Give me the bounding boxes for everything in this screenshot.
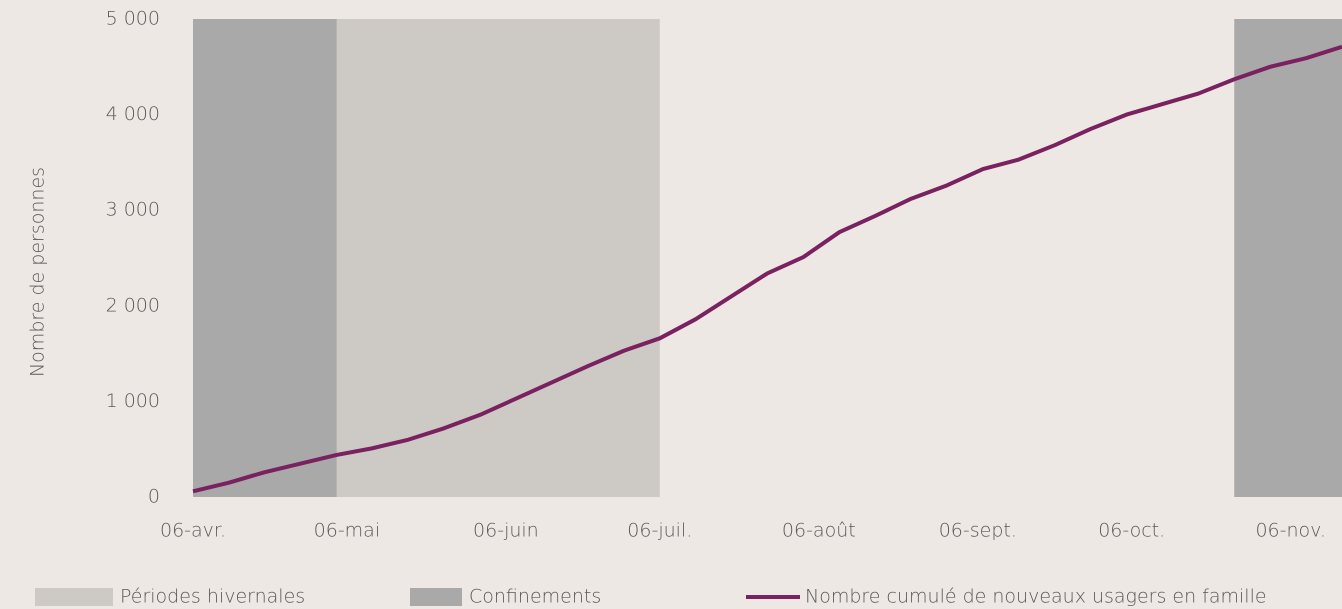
legend-label: Périodes hivernales: [120, 586, 305, 608]
data-line: [192, 44, 1342, 494]
x-tick-label: 06-août: [782, 520, 856, 542]
y-tick-label: 5 000: [106, 8, 160, 30]
x-tick-label: 06-sept.: [939, 520, 1017, 542]
y-tick-label: 0: [148, 486, 160, 508]
y-tick-label: 3 000: [106, 199, 160, 221]
x-tick-label: 06-juin: [473, 520, 539, 542]
y-axis-label: Nombre de personnes: [27, 167, 49, 377]
x-tick-label: 06-juil.: [627, 520, 692, 542]
y-tick-label: 2 000: [106, 294, 160, 316]
period-band: [193, 19, 337, 497]
x-tick-label: 06-avr.: [160, 520, 226, 542]
legend-swatch: [410, 588, 462, 606]
y-tick-label: 4 000: [106, 103, 160, 125]
period-band: [1234, 19, 1342, 497]
x-tick-label: 06-mai: [314, 520, 380, 542]
legend-swatch: [35, 588, 113, 606]
x-tick-label: 06-nov.: [1255, 520, 1326, 542]
legend-label: Confinements: [469, 586, 601, 608]
legend-label: Nombre cumulé de nouveaux usagers en fam…: [805, 586, 1267, 608]
x-tick-label: 06-oct.: [1098, 520, 1165, 542]
y-tick-label: 1 000: [106, 390, 160, 412]
